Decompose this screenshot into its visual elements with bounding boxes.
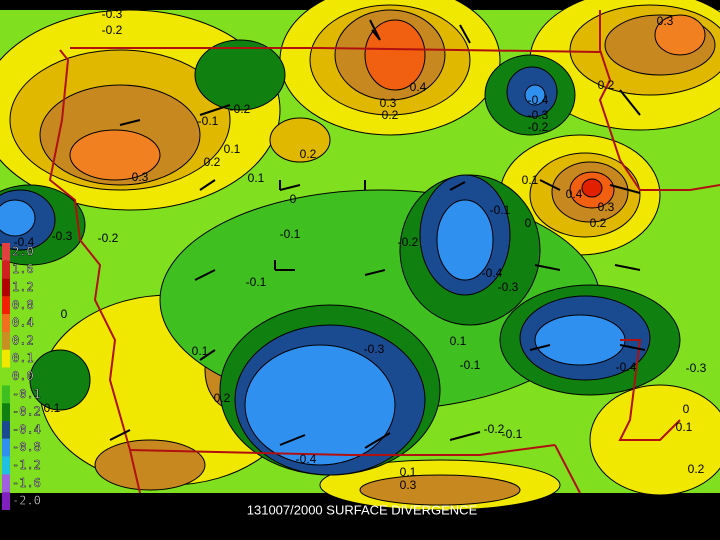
contour-label: 0.1 <box>676 420 693 434</box>
legend-label: -0.8 <box>12 440 41 454</box>
legend-label: 0.0 <box>12 369 34 383</box>
contour-label: 0.2 <box>688 462 705 476</box>
divergence-field <box>0 0 720 511</box>
legend-swatch <box>2 243 10 261</box>
contour-label: 0.2 <box>204 155 221 169</box>
contour-label: 0.4 <box>410 80 427 94</box>
contour-label: -0.3 <box>498 280 519 294</box>
contour-label: -0.1 <box>490 203 511 217</box>
state-borders <box>48 10 720 494</box>
contour-label: 0.3 <box>132 170 149 184</box>
contour-label: 0.1 <box>248 171 265 185</box>
contour-label: -0.1 <box>198 114 219 128</box>
contour-label: 0.3 <box>380 96 397 110</box>
contour-label: 0.1 <box>192 344 209 358</box>
legend-label: -1.2 <box>12 458 41 472</box>
legend-label: 0.2 <box>12 333 34 347</box>
legend-label: 1.2 <box>12 280 34 294</box>
contour-label: -0.3 <box>52 229 73 243</box>
legend-swatch <box>2 385 10 404</box>
contour-label: -0.1 <box>460 358 481 372</box>
legend-label: -1.6 <box>12 476 41 490</box>
contour-label: -0.4 <box>528 93 549 107</box>
contour-label: -0.3 <box>686 361 707 375</box>
legend-swatch <box>2 349 10 368</box>
contour-label: -0.2 <box>230 102 251 116</box>
contour-label: 0.2 <box>382 108 399 122</box>
legend-label: -0.2 <box>12 405 41 419</box>
contour-label: 0.2 <box>590 216 607 230</box>
legend-swatch <box>2 296 10 315</box>
contour-label: -0.4 <box>296 452 317 466</box>
legend-label: 0.4 <box>12 316 34 330</box>
legend-label: -2.0 <box>12 494 41 508</box>
contour-label: 0.2 <box>598 78 615 92</box>
contour-label: 0.1 <box>450 334 467 348</box>
contour-label: -0.1 <box>280 227 301 241</box>
contour-label: 0.3 <box>657 14 674 28</box>
contour-label: 0.1 <box>224 142 241 156</box>
legend-swatch <box>2 456 10 475</box>
legend-swatch <box>2 403 10 421</box>
legend-label: 0.1 <box>12 351 34 365</box>
contour-label: -0.3 <box>528 108 549 122</box>
contour-label: -0.1 <box>502 427 523 441</box>
contour-label: 0.4 <box>566 187 583 201</box>
color-legend: 2.0 1.6 1.2 0.8 0.4 0.2 0.1 0.0 -0.1 -0.2 -0.4 -0.8… <box>2 243 41 510</box>
legend-swatch <box>2 332 10 350</box>
legend-label: -0.1 <box>12 387 41 401</box>
contour-label: 0.3 <box>598 200 615 214</box>
contour-label: -0.2 <box>484 422 505 436</box>
contour-label: -0.2 <box>528 120 549 134</box>
contour-label: -0.4 <box>482 266 503 280</box>
contour-label: 0 <box>525 216 532 230</box>
contour-labels: -0.3-0.20.30.40.30.2-0.2-0.1-0.4-0.3-0.2… <box>14 7 707 492</box>
wind-barbs <box>109 19 646 449</box>
contour-label: -0.1 <box>246 275 267 289</box>
legend-label: 1.6 <box>12 262 34 276</box>
legend-swatch <box>2 260 10 279</box>
contour-label: 0.1 <box>400 465 417 479</box>
contour-label: -0.4 <box>14 235 35 249</box>
contour-label: -0.4 <box>616 360 637 374</box>
contour-label: 0.1 <box>522 173 539 187</box>
legend-label: 2.0 <box>12 244 34 258</box>
legend-swatch <box>2 367 10 386</box>
contour-label: 0.2 <box>300 147 317 161</box>
legend-swatch <box>2 474 10 493</box>
contour-label: 0 <box>290 192 297 206</box>
legend-swatch <box>2 438 10 457</box>
contour-label: 0.1 <box>44 401 61 415</box>
contour-label: 0 <box>61 307 68 321</box>
legend-label: -0.4 <box>12 422 41 436</box>
contour-label: 0 <box>683 402 690 416</box>
contour-label: -0.2 <box>102 23 123 37</box>
contour-label: 0.2 <box>214 391 231 405</box>
contour-label: -0.2 <box>98 231 119 245</box>
contour-label: 0.3 <box>400 478 417 492</box>
contour-label: -0.3 <box>102 7 123 21</box>
legend-swatch <box>2 278 10 297</box>
legend-swatch <box>2 314 10 332</box>
legend-swatch <box>2 421 10 439</box>
legend-label: 0.8 <box>12 298 34 312</box>
contour-label: -0.3 <box>364 342 385 356</box>
contour-label: -0.2 <box>398 235 419 249</box>
caption: 131007/2000 SURFACE DIVERGENCE <box>247 502 478 517</box>
legend-swatch <box>2 492 10 510</box>
